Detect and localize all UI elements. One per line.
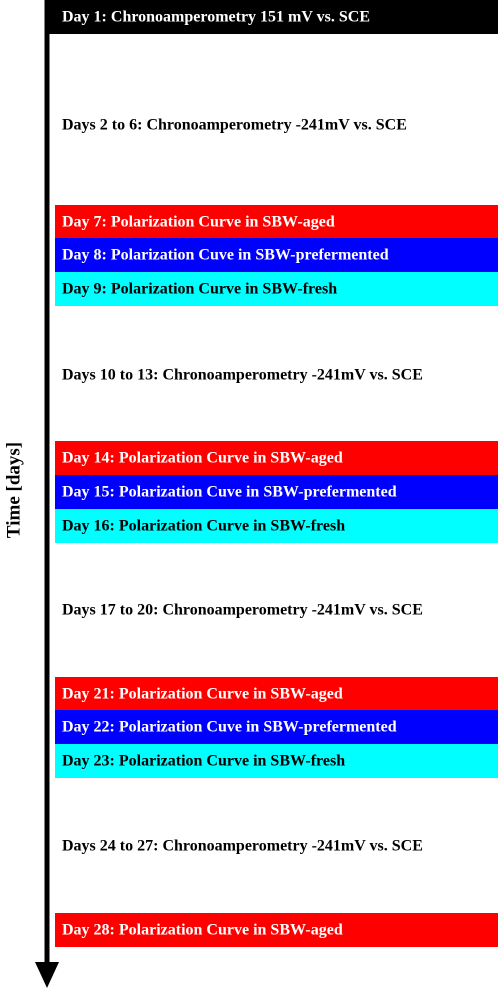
time-arrow-head [35,962,59,988]
step-label: Days 2 to 6: Chronoamperometry -241mV vs… [62,117,407,134]
step-bar [55,710,498,744]
step-label: Day 16: Polarization Curve in SBW-fresh [62,518,345,535]
step-bar [55,475,498,509]
step-label: Day 8: Polarization Cuve in SBW-preferme… [62,247,389,264]
step-bar [55,677,498,711]
step-bar [55,509,498,543]
step-label: Day 28: Polarization Curve in SBW-aged [62,922,343,939]
step-label: Day 14: Polarization Curve in SBW-aged [62,450,343,467]
step-label: Day 15: Polarization Cuve in SBW-preferm… [62,484,397,501]
axis-label: Time [days] [3,442,24,538]
step-bar [55,272,498,306]
step-label: Days 17 to 20: Chronoamperometry -241mV … [62,602,423,619]
step-label: Days 24 to 27: Chronoamperometry -241mV … [62,838,423,855]
step-label: Day 23: Polarization Curve in SBW-fresh [62,753,345,770]
step-bar [55,913,498,947]
step-label: Day 21: Polarization Curve in SBW-aged [62,686,343,703]
step-bar [55,238,498,272]
step-bar [49,0,498,34]
step-bar [55,441,498,475]
step-label: Day 22: Polarization Cuve in SBW-preferm… [62,719,397,736]
step-label: Day 7: Polarization Curve in SBW-aged [62,214,335,231]
step-bar [55,744,498,778]
step-bar [55,205,498,239]
step-label: Day 1: Chronoamperometry 151 mV vs. SCE [62,9,370,26]
step-label: Day 9: Polarization Curve in SBW-fresh [62,281,337,298]
step-label: Days 10 to 13: Chronoamperometry -241mV … [62,367,423,384]
